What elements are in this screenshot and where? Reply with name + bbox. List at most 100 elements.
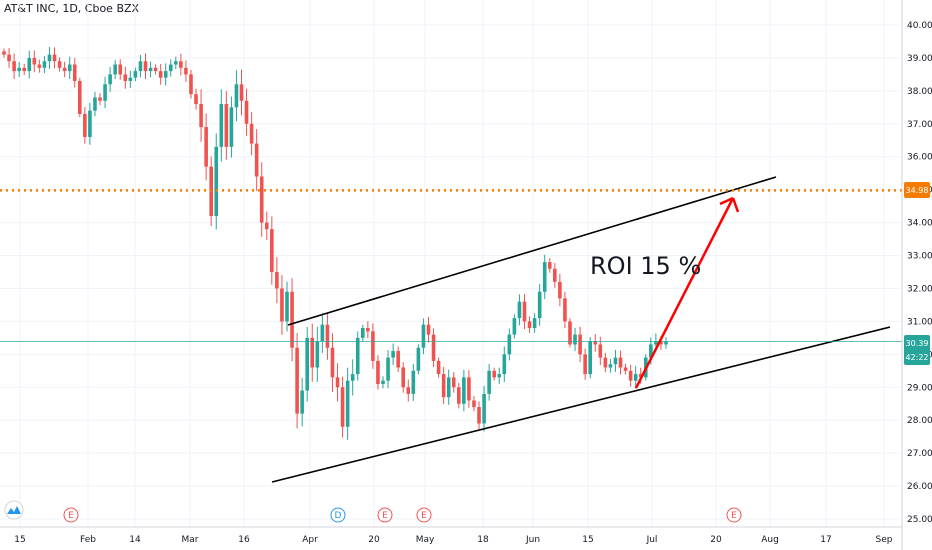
candle-body bbox=[163, 71, 168, 78]
price-axis[interactable]: 25.0026.0027.0028.0029.0030.0031.0032.00… bbox=[901, 0, 932, 550]
candle-body bbox=[507, 334, 512, 355]
candle-body bbox=[558, 281, 562, 299]
candle bbox=[411, 363, 416, 401]
candle-body bbox=[462, 377, 466, 404]
candle-body bbox=[512, 318, 517, 335]
candle-body bbox=[280, 288, 284, 322]
candle-body bbox=[522, 301, 527, 322]
candle-body bbox=[583, 354, 587, 375]
candle bbox=[512, 314, 517, 339]
candle bbox=[451, 372, 456, 393]
candle bbox=[345, 367, 350, 440]
candle-body bbox=[381, 380, 385, 384]
candle bbox=[340, 376, 345, 438]
time-axis[interactable]: 15 Feb 14 Mar 16 Apr 20 May 18 Jun 15 Jul 20 Aug 17 Sep bbox=[0, 526, 902, 545]
candle bbox=[320, 312, 325, 353]
candle bbox=[128, 70, 133, 88]
candle-body bbox=[22, 67, 27, 72]
candle-body bbox=[219, 104, 224, 147]
candle-body bbox=[52, 54, 57, 62]
candle bbox=[371, 323, 375, 369]
candle-body bbox=[457, 387, 461, 404]
candle bbox=[522, 293, 527, 330]
candle-body bbox=[103, 84, 107, 101]
candle bbox=[270, 216, 274, 285]
candle bbox=[578, 326, 582, 363]
earnings-marker[interactable]: E bbox=[416, 507, 432, 523]
candle-body bbox=[239, 84, 244, 101]
candle bbox=[103, 76, 107, 109]
candle-body bbox=[633, 374, 638, 381]
candle bbox=[330, 333, 335, 393]
candle-body bbox=[254, 143, 259, 177]
candle-body bbox=[194, 94, 198, 105]
candle bbox=[633, 366, 638, 389]
candle-body bbox=[497, 374, 502, 378]
event-marker-circle bbox=[63, 507, 79, 523]
candle-body bbox=[17, 67, 21, 72]
dividend-marker[interactable]: D bbox=[330, 507, 346, 523]
candle-body bbox=[98, 97, 102, 101]
candle bbox=[563, 291, 567, 329]
event-marker-label: E bbox=[731, 511, 737, 521]
price-tick-label: 36.00 bbox=[907, 153, 932, 163]
candle-body bbox=[547, 262, 552, 269]
time-tick-label: 18 bbox=[477, 535, 489, 545]
earnings-marker[interactable]: E bbox=[63, 507, 79, 523]
candle bbox=[441, 367, 446, 405]
candle bbox=[72, 58, 77, 88]
candle bbox=[57, 57, 62, 72]
candle-body bbox=[613, 357, 618, 365]
candle-body bbox=[224, 104, 229, 147]
candle-body bbox=[618, 357, 623, 368]
candle-body bbox=[204, 127, 208, 167]
candle bbox=[199, 89, 203, 142]
candle bbox=[618, 350, 623, 375]
candle bbox=[300, 377, 304, 427]
candle-body bbox=[482, 393, 486, 424]
candle bbox=[219, 89, 224, 162]
time-tick-label: Feb bbox=[80, 535, 96, 545]
candle bbox=[264, 211, 269, 241]
time-tick-label: May bbox=[416, 535, 435, 545]
candle bbox=[325, 312, 330, 360]
candle bbox=[108, 66, 112, 92]
candle bbox=[568, 318, 572, 348]
candle-body bbox=[628, 370, 633, 381]
time-tick-label: Sep bbox=[876, 535, 893, 545]
price-tick-label: 29.00 bbox=[907, 383, 932, 393]
candle-body bbox=[113, 64, 117, 75]
time-tick-label: Jun bbox=[525, 535, 540, 545]
candle-body bbox=[93, 97, 97, 111]
earnings-marker[interactable]: E bbox=[726, 507, 742, 523]
candle bbox=[234, 70, 239, 122]
candle-body bbox=[421, 324, 426, 348]
candle-body bbox=[467, 377, 471, 401]
candle bbox=[189, 70, 193, 99]
candle-body bbox=[148, 67, 153, 72]
candle-body bbox=[608, 364, 613, 368]
candle-body bbox=[37, 64, 42, 68]
countdown-label: 42:22 bbox=[905, 353, 928, 362]
event-marker-label: E bbox=[382, 511, 388, 521]
price-tick-label: 34.00 bbox=[907, 219, 932, 229]
candle-body bbox=[340, 387, 345, 427]
candle-body bbox=[366, 327, 370, 332]
candle bbox=[517, 294, 522, 326]
earnings-marker[interactable]: E bbox=[377, 507, 393, 523]
candle-body bbox=[270, 229, 274, 272]
price-tick-label: 27.00 bbox=[907, 449, 932, 459]
candle-body bbox=[649, 344, 653, 358]
candle bbox=[174, 56, 178, 70]
candle-body bbox=[563, 298, 567, 322]
candle-body bbox=[588, 341, 592, 375]
tradingview-logo-icon bbox=[7, 506, 21, 514]
candle-body bbox=[290, 291, 294, 348]
candle-body bbox=[441, 374, 446, 398]
candle bbox=[52, 47, 57, 69]
candle-body bbox=[603, 357, 608, 368]
candle bbox=[421, 318, 426, 355]
candle-body bbox=[472, 400, 476, 408]
